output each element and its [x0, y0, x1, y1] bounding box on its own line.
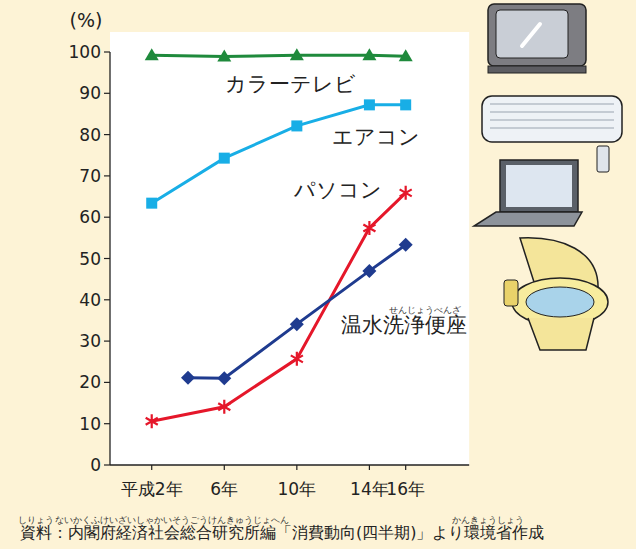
series-label: 温水洗浄便座 [341, 313, 467, 337]
marker [218, 400, 230, 414]
ruby: しりょう [18, 515, 54, 525]
icon-tv [488, 4, 586, 66]
x-tick-label: 10年 [278, 479, 317, 499]
marker [362, 264, 376, 278]
x-tick-label: 14年 [350, 479, 389, 499]
icon-tv-shine [522, 24, 540, 46]
icon-toilet-panel [504, 280, 518, 306]
x-tick-label: 6年 [210, 479, 238, 499]
y-tick-label: 20 [79, 372, 101, 392]
icon-laptop [500, 160, 578, 212]
marker [219, 153, 230, 164]
marker [217, 371, 231, 385]
marker [291, 352, 303, 366]
x-tick [224, 465, 225, 470]
icon-ac [482, 96, 622, 142]
marker [146, 414, 158, 428]
source: 資料：内閣府経済社会総合研究所編「消費動向(四半期)」より環境省作成 [20, 523, 544, 542]
y-tick-label: 100 [69, 42, 101, 62]
series-label: エアコン [332, 125, 420, 149]
marker [217, 50, 231, 62]
series-label: パソコン [293, 178, 382, 202]
y-tick-label: 90 [79, 83, 101, 103]
icon-ac-vent [490, 104, 614, 105]
marker [364, 99, 375, 110]
x-tick-label: 平成2年 [121, 479, 183, 499]
y-tick [104, 423, 110, 424]
icon-ac-vent [490, 112, 614, 113]
marker [290, 317, 304, 331]
icon-toilet-base [528, 318, 594, 350]
icon-tv-screen [496, 10, 568, 58]
background [0, 0, 636, 549]
marker [291, 120, 302, 131]
y-tick [104, 51, 110, 52]
series-line [188, 245, 406, 378]
y-tick-label: 30 [79, 331, 101, 351]
series-line [152, 105, 406, 203]
marker [181, 371, 195, 385]
plot-area [110, 32, 469, 465]
y-tick-label: 50 [79, 249, 101, 269]
series-line [152, 193, 406, 421]
icons [474, 4, 622, 350]
icon-ac-vent [490, 128, 614, 129]
y-axis-title: (%) [70, 9, 103, 31]
x-tick [405, 465, 406, 470]
x-tick-label: 16年 [386, 479, 425, 499]
icon-laptop-keys [474, 212, 582, 226]
ruby: かんきょうしょう [452, 515, 524, 525]
y-tick-label: 0 [90, 455, 101, 475]
y-tick [104, 258, 110, 259]
icon-remote [597, 146, 609, 172]
icon-toilet-bowl [526, 287, 594, 317]
marker [290, 48, 304, 60]
y-tick [104, 464, 110, 465]
x-tick [369, 465, 370, 470]
y-tick [104, 175, 110, 176]
marker [145, 48, 159, 60]
icon-laptop-screen [506, 165, 572, 207]
marker [363, 221, 375, 235]
x-axis [110, 464, 469, 465]
marker [400, 99, 411, 110]
marker [399, 49, 413, 61]
series-group [145, 48, 413, 428]
marker [400, 186, 412, 200]
marker [399, 238, 413, 252]
y-tick [104, 134, 110, 135]
y-tick-label: 40 [79, 290, 101, 310]
y-tick [104, 299, 110, 300]
y-tick [104, 341, 110, 342]
series-label: カラーテレビ [225, 72, 356, 96]
ruby: せんじょうべんざ [389, 305, 461, 315]
marker [146, 198, 157, 209]
x-tick [296, 465, 297, 470]
chart: 0 10 20 30 40 50 60 70 80 90 100 平成2年 6年 10年 14年16年 (%)… [0, 0, 636, 549]
ruby: ないかくふけいざいしゃかいそうごうけんきゅうじょへん [55, 515, 289, 525]
y-tick-label: 70 [79, 166, 101, 186]
marker [362, 48, 376, 60]
y-tick [104, 93, 110, 94]
icon-ac-vent [490, 120, 614, 121]
y-tick-label: 80 [79, 125, 101, 145]
icon-tv-base [488, 66, 586, 73]
y-tick [104, 217, 110, 218]
y-tick-label: 60 [79, 207, 101, 227]
y-tick-label: 10 [79, 414, 101, 434]
x-tick [151, 465, 152, 470]
y-tick [104, 382, 110, 383]
